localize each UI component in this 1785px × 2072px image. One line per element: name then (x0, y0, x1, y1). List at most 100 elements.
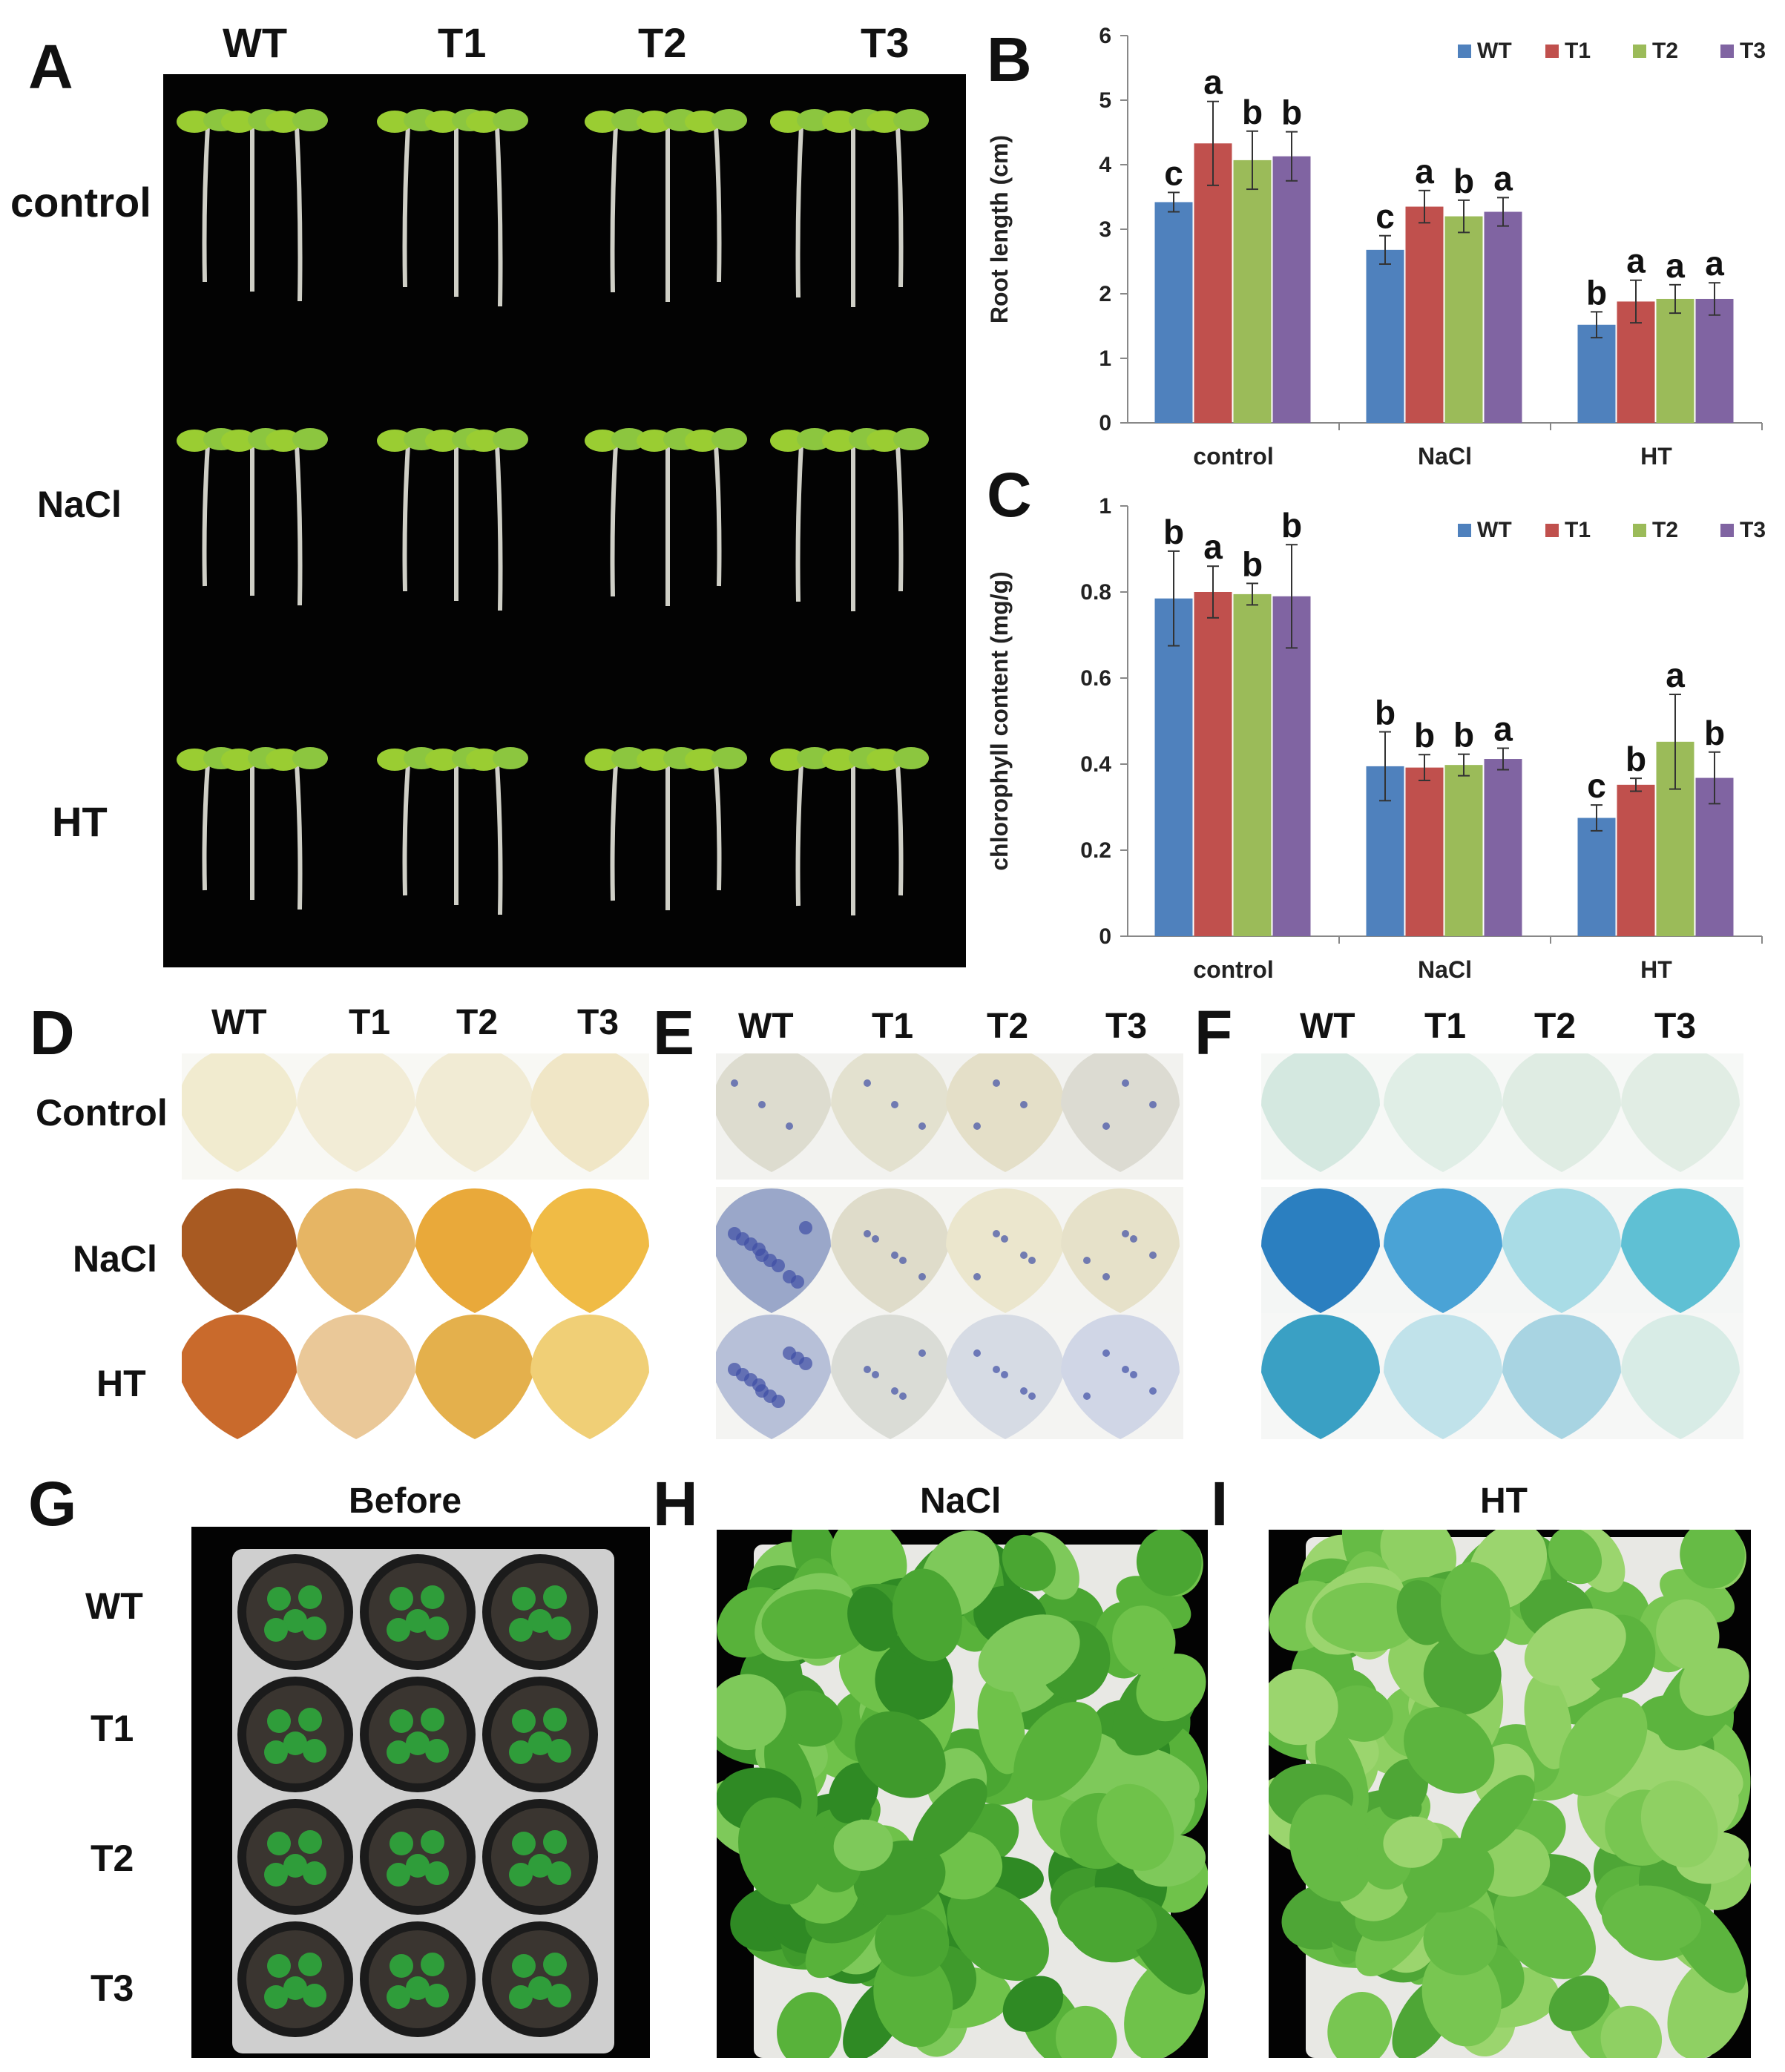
nbt-spot (993, 1079, 1000, 1087)
nbt-spot (1149, 1252, 1157, 1259)
leaf (530, 1053, 649, 1172)
significance-letter: a (1415, 152, 1434, 191)
plant-leaf (1378, 1758, 1429, 1820)
plant-leaf (1680, 1520, 1745, 1589)
seedling-leaf (303, 1617, 326, 1640)
nbt-spot (1122, 1079, 1129, 1087)
significance-letter: b (1375, 694, 1396, 732)
panel-label-g: G (28, 1469, 77, 1539)
seedling-leaf (264, 1985, 288, 2009)
nbt-spot (872, 1371, 879, 1378)
plant-leaf (1013, 1702, 1102, 1801)
leaf (1061, 1188, 1180, 1313)
seedling-root (714, 763, 722, 891)
seedling-leaf (389, 1709, 413, 1733)
seedling-leaf (389, 1587, 413, 1611)
y-tick-label: 5 (1099, 88, 1111, 113)
leaf (1384, 1315, 1502, 1439)
nbt-spot (993, 1230, 1000, 1237)
chlorophyll-chart: 0 0.2 0.4 0.6 0.8 1 chlorophyll content (mg/g)… (986, 494, 1766, 983)
seedling-leaf (425, 1617, 449, 1640)
cotyledon (221, 111, 257, 133)
panel-label-f: F (1194, 998, 1233, 1068)
panel-i-title: HT (1480, 1481, 1528, 1521)
cotyledon (637, 749, 672, 771)
leaf (297, 1188, 415, 1313)
significance-letter: a (1493, 159, 1513, 197)
significance-letter: b (1704, 714, 1725, 752)
legend-label: WT (1477, 518, 1512, 542)
panel-g-row-t3: T3 (91, 1967, 134, 2009)
nbt-spot (1020, 1252, 1028, 1259)
seedling-root (402, 125, 410, 288)
leaf (1261, 1315, 1380, 1439)
ht-plants-illustration (1255, 1505, 1752, 2072)
significance-letter: a (1493, 710, 1513, 749)
bar (1272, 596, 1311, 936)
cotyledon (292, 747, 328, 769)
cotyledon (266, 111, 301, 133)
cotyledon (770, 749, 806, 771)
nbt-spot (899, 1392, 907, 1400)
plant-leaf (1327, 1991, 1393, 2068)
y-tick-label: 3 (1099, 217, 1111, 242)
seedling-root (295, 125, 303, 302)
panel-e-col-t2: T2 (987, 1007, 1029, 1046)
bar (1366, 249, 1404, 423)
evans-blue-stained-leaves (1261, 1053, 1743, 1439)
cotyledon (266, 749, 301, 771)
nbt-spot (1028, 1392, 1036, 1400)
cotyledon (377, 430, 412, 452)
leaf (946, 1053, 1065, 1172)
seedling-root (895, 763, 904, 896)
bar (1154, 202, 1193, 423)
leaf (831, 1053, 950, 1172)
leaf (831, 1188, 950, 1313)
seedling-leaf (406, 1609, 430, 1633)
seedling-root (495, 125, 503, 307)
panel-a-row-ht: HT (52, 798, 108, 845)
significance-letter: b (1281, 93, 1302, 132)
panel-e-col-t1: T1 (872, 1007, 914, 1046)
leaf (182, 1053, 297, 1172)
panel-a-row-nacl: NaCl (37, 484, 122, 525)
bar (1272, 156, 1311, 423)
y-tick-label: 0.2 (1080, 838, 1111, 863)
plant-leaf (1404, 1706, 1495, 1794)
nbt-spot (1102, 1349, 1110, 1357)
panel-label-c: C (987, 460, 1032, 530)
nbt-spot (973, 1349, 981, 1357)
plant-leaf (1440, 1562, 1510, 1655)
nbt-spot (918, 1122, 926, 1130)
seedling-leaf (389, 1954, 413, 1978)
bar (1405, 206, 1444, 423)
legend-swatch (1720, 524, 1734, 537)
seedling-leaf (406, 1731, 430, 1755)
nbt-spot (786, 1122, 793, 1130)
cotyledon (221, 430, 257, 452)
leaf (530, 1188, 649, 1313)
leaf (1502, 1188, 1621, 1313)
nbt-spot (918, 1349, 926, 1357)
significance-letter: a (1705, 244, 1724, 283)
leaf (297, 1315, 415, 1439)
nbt-spot (899, 1257, 907, 1264)
plant-leaf (1312, 1582, 1420, 1653)
plant-leaf (1421, 1947, 1502, 2047)
nbt-spot (973, 1273, 981, 1280)
significance-letter: b (1453, 162, 1474, 200)
nbt-spot (1083, 1392, 1091, 1400)
panel-label-b: B (987, 24, 1032, 94)
nbt-spot (872, 1235, 879, 1243)
seedling-leaf (264, 1618, 288, 1642)
nbt-spot (864, 1079, 871, 1087)
cotyledon (466, 749, 502, 771)
seedling-leaf (283, 1854, 307, 1878)
cotyledon (466, 430, 502, 452)
cotyledon (292, 109, 328, 131)
seedling-leaf (543, 1953, 567, 1976)
cotyledon (425, 430, 461, 452)
seedling-leaf (283, 1609, 307, 1633)
pots-before-photo (191, 1527, 650, 2058)
significance-letter: b (1414, 716, 1435, 754)
